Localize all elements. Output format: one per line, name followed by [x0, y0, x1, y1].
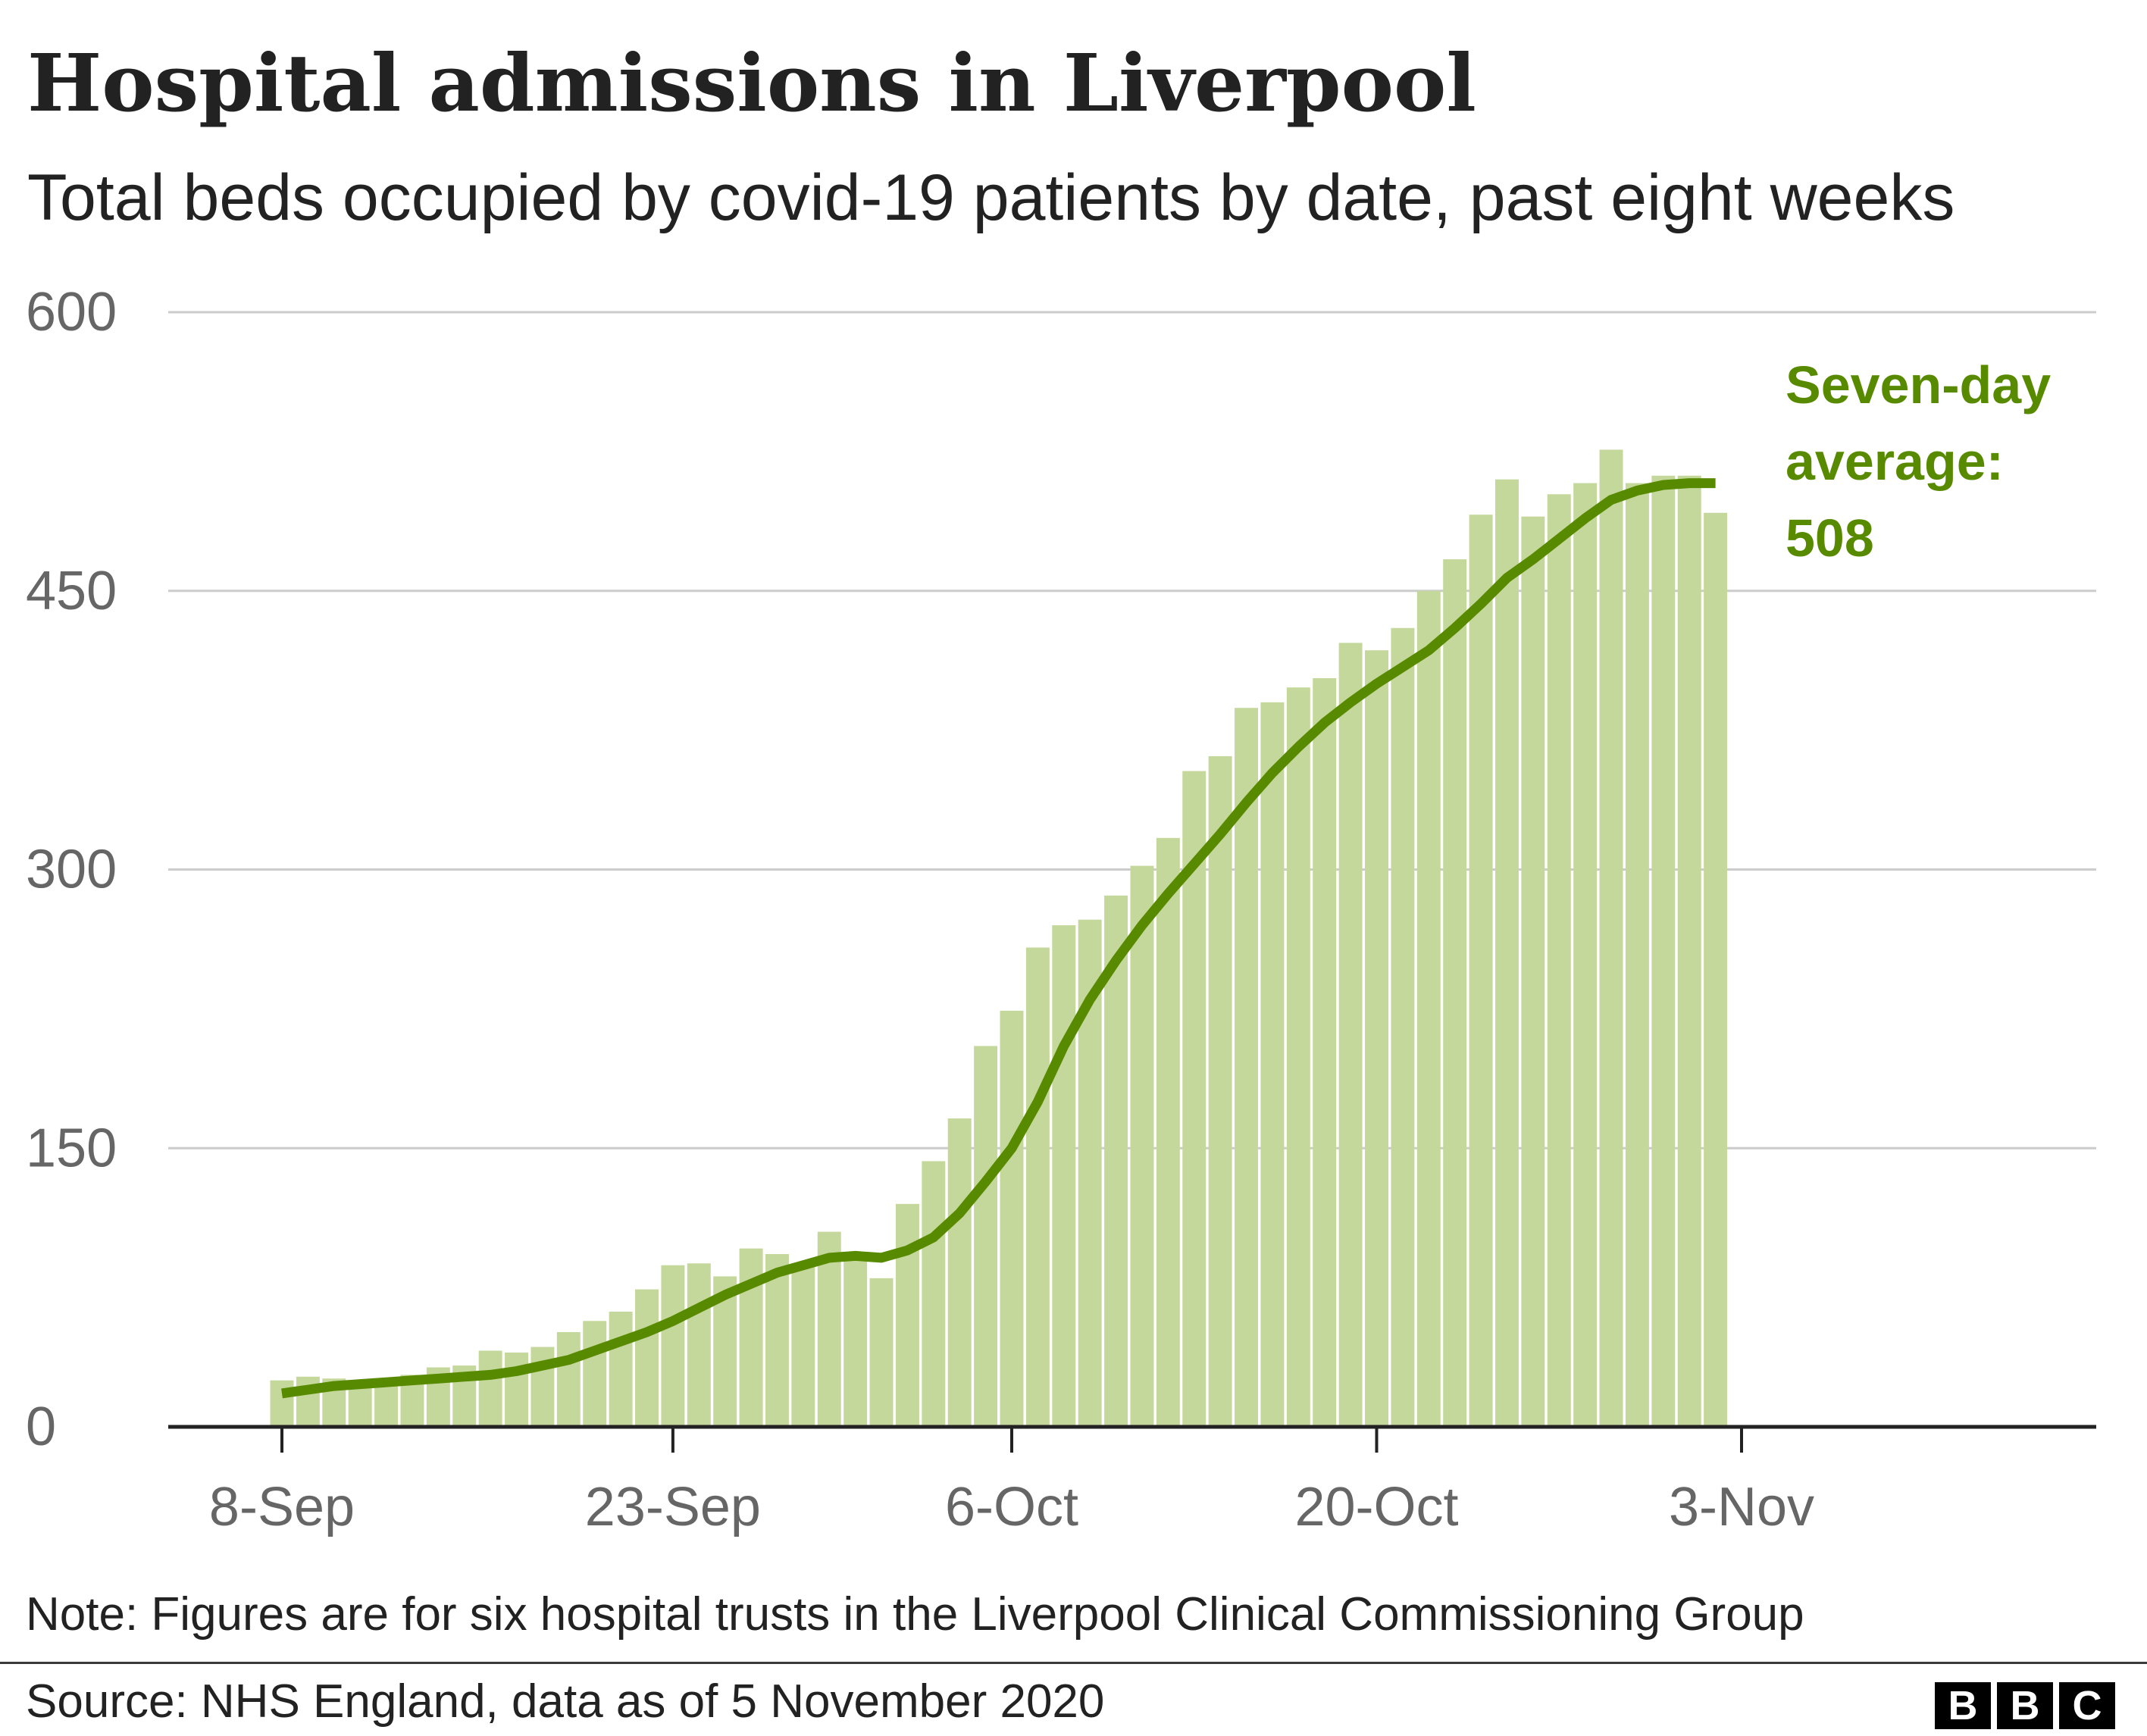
- bar: [1338, 643, 1363, 1427]
- bar: [791, 1263, 815, 1427]
- y-tick-label: 150: [26, 1118, 117, 1178]
- bar: [1494, 479, 1519, 1427]
- chart-source: Source: NHS England, data as of 5 Novemb…: [26, 1675, 1105, 1728]
- bar: [687, 1263, 711, 1427]
- x-tick-label: 6-Oct: [945, 1477, 1078, 1537]
- bar: [1156, 837, 1180, 1427]
- chart-title: Hospital admissions in Liverpool: [27, 36, 1476, 130]
- bar: [1235, 708, 1259, 1427]
- bar: [1469, 515, 1493, 1427]
- axes: 0 150 300 450 600 8-Sep 23-Sep 6-Oct 20-Oct 3-Nov: [26, 282, 2096, 1537]
- bar: [1704, 512, 1728, 1427]
- bar: [1521, 516, 1545, 1427]
- bar-chart: 0 150 300 450 600 8-Sep 23-Sep 6-Oct 20-Oct 3-Nov…: [26, 282, 2096, 1537]
- annotation-line: 508: [1786, 508, 1874, 568]
- bar: [556, 1331, 581, 1427]
- bar: [635, 1289, 659, 1427]
- bar: [922, 1161, 946, 1427]
- bar: [1025, 947, 1050, 1427]
- bar: [1599, 449, 1623, 1427]
- y-tick-label: 450: [26, 561, 117, 621]
- bar: [869, 1278, 894, 1427]
- y-tick-label: 300: [26, 840, 117, 900]
- bar: [1391, 627, 1415, 1427]
- y-tick-label: 600: [26, 282, 117, 343]
- bar: [1573, 483, 1598, 1427]
- bar: [478, 1350, 502, 1427]
- y-tick-label: 0: [26, 1397, 56, 1457]
- average-line: [281, 478, 1716, 1399]
- line-annotation: Seven-day average: 508: [1786, 355, 2051, 568]
- bar: [1130, 865, 1154, 1427]
- bbc-logo-letter-b2: B: [1997, 1682, 2053, 1729]
- bar: [1286, 687, 1310, 1427]
- chart-subtitle: Total beds occupied by covid-19 patients…: [27, 161, 1955, 234]
- bar: [843, 1259, 868, 1427]
- seven-day-average-line: [281, 478, 1716, 1399]
- bar: [505, 1352, 529, 1427]
- bar: [1547, 494, 1571, 1427]
- bar: [1416, 590, 1441, 1427]
- bbc-logo: B B C: [1935, 1682, 2115, 1729]
- bar: [1000, 1010, 1024, 1427]
- bar: [1365, 650, 1388, 1427]
- bbc-logo-letter-c: C: [2059, 1682, 2115, 1729]
- bar: [1052, 925, 1076, 1427]
- bar: [661, 1265, 685, 1427]
- bbc-logo-letter-b1: B: [1935, 1682, 1991, 1729]
- bar: [974, 1046, 998, 1427]
- annotation-line: Seven-day: [1786, 355, 2051, 414]
- x-tick-label: 3-Nov: [1669, 1477, 1814, 1537]
- bar: [1208, 755, 1232, 1427]
- bar: [765, 1253, 789, 1427]
- annotation-line: average:: [1786, 432, 2004, 491]
- footer-divider: [0, 1662, 2147, 1664]
- bar: [1625, 483, 1649, 1427]
- bar: [1677, 475, 1701, 1428]
- bar: [1313, 677, 1337, 1427]
- bars: [270, 449, 1728, 1428]
- x-tick-label: 8-Sep: [209, 1477, 355, 1537]
- bar: [1104, 895, 1128, 1427]
- bar: [1651, 475, 1676, 1428]
- bar: [947, 1118, 972, 1427]
- bar: [583, 1321, 607, 1427]
- bar: [1443, 559, 1467, 1427]
- bar: [895, 1203, 919, 1427]
- x-tick-label: 20-Oct: [1294, 1477, 1458, 1537]
- bar: [609, 1311, 633, 1427]
- bar: [1260, 702, 1285, 1427]
- x-tick-label: 23-Sep: [585, 1477, 761, 1537]
- chart-note: Note: Figures are for six hospital trust…: [26, 1588, 1804, 1641]
